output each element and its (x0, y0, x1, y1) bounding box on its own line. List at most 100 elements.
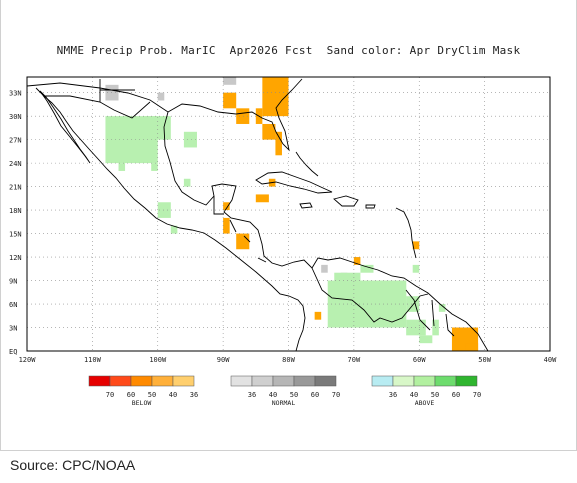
normal-legend-swatch (251, 375, 274, 387)
normal-cell (321, 264, 328, 273)
lon-tick-label: 60W (413, 356, 426, 364)
below-legend-tick: 40 (169, 391, 177, 399)
map-gridlines (27, 77, 550, 351)
above-legend-swatch (434, 375, 457, 387)
normal-legend-tick: 70 (332, 391, 340, 399)
normal-legend-swatch (272, 375, 295, 387)
us-mexico-border (44, 95, 151, 119)
normal-legend-tick: 40 (269, 391, 277, 399)
lesser-antilles (395, 207, 417, 259)
normal-legend-swatch (314, 375, 337, 387)
above-legend-swatch (455, 375, 478, 387)
normal-legend-tick: 36 (248, 391, 256, 399)
below-legend-swatch (109, 375, 132, 387)
lat-tick-label: 9N (9, 278, 17, 286)
map-title: NMME Precip Prob. MarIC Apr2026 Fcst San… (56, 44, 521, 57)
lon-tick-label: 40W (544, 356, 557, 364)
central-america-borders (213, 196, 267, 263)
below-legend-label: BELOW (132, 399, 152, 407)
below-legend-swatch (172, 375, 195, 387)
below-normal-cell (275, 131, 282, 156)
hispaniola (333, 195, 359, 207)
below-normal-cell (262, 77, 289, 117)
normal-legend-label: NORMAL (272, 399, 296, 407)
above-normal-cell (151, 163, 158, 171)
below-legend-tick: 50 (148, 391, 156, 399)
lon-tick-label: 110W (84, 356, 102, 364)
above-legend-tick: 40 (410, 391, 418, 399)
above-normal-cell (438, 304, 446, 312)
below-normal-cell (314, 311, 322, 320)
legend: 70 60 50 40 36 BELOW 36 40 50 60 70 NORMAL 36 40 50 60 7… (88, 375, 481, 407)
source-credit: Source: CPC/NOAA (10, 457, 136, 473)
south-america-borders (311, 267, 455, 337)
normal-legend-tick: 50 (290, 391, 298, 399)
baja-california (39, 90, 91, 164)
lat-tick-label: 30N (9, 113, 22, 121)
lat-tick-label: 33N (9, 90, 22, 98)
lat-tick-label: 21N (9, 184, 22, 192)
lon-tick-label: 100W (149, 356, 167, 364)
lat-tick-label: 24N (9, 160, 22, 168)
lon-tick-label: 80W (282, 356, 295, 364)
below-normal-cell (262, 123, 276, 140)
above-normal-cell (334, 272, 361, 281)
below-normal-cell (223, 217, 230, 234)
jamaica (299, 202, 313, 209)
pacific-coastline (35, 87, 306, 351)
below-normal-cell (412, 241, 420, 250)
caribbean-mainland-coast (163, 111, 489, 351)
above-legend-swatch (392, 375, 415, 387)
normal-legend-swatch (293, 375, 316, 387)
lat-tick-label: 3N (9, 325, 17, 333)
lat-tick-label: EQ (9, 348, 17, 356)
above-legend-tick: 60 (452, 391, 460, 399)
above-legend-swatch (413, 375, 436, 387)
below-normal-cell (465, 343, 479, 351)
above-legend-label: ABOVE (415, 399, 435, 407)
lat-tick-label: 15N (9, 231, 22, 239)
above-normal-cell (360, 264, 374, 273)
below-legend-swatch (151, 375, 174, 387)
above-normal-cell (144, 116, 171, 140)
below-normal-cell (236, 233, 250, 250)
below-legend-tick: 36 (190, 391, 198, 399)
below-legend-tick: 60 (127, 391, 135, 399)
lon-tick-label: 50W (478, 356, 491, 364)
us-gulf-coast (27, 78, 303, 152)
us-canada-border-box (99, 79, 135, 102)
lon-tick-label: 90W (217, 356, 230, 364)
normal-cell (157, 92, 165, 101)
coastlines (27, 78, 489, 351)
above-normal-cell (157, 202, 171, 218)
normal-legend-tick: 60 (311, 391, 319, 399)
lat-tick-label: 27N (9, 137, 22, 145)
above-normal-cell (170, 225, 178, 234)
above-legend-swatch (371, 375, 394, 387)
above-normal-cell (183, 131, 197, 148)
above-legend-tick: 50 (431, 391, 439, 399)
above-normal-cell (419, 335, 433, 344)
normal-cell (223, 77, 237, 85)
lon-tick-label: 120W (19, 356, 37, 364)
lat-tick-label: 18N (9, 207, 22, 215)
above-normal-cell (183, 178, 191, 187)
below-normal-cell (353, 257, 361, 265)
below-normal-cell (236, 108, 250, 124)
below-normal-cell (223, 92, 237, 109)
below-legend-tick: 70 (106, 391, 114, 399)
normal-legend-swatch (230, 375, 253, 387)
below-legend-swatch (88, 375, 111, 387)
lon-tick-label: 70W (348, 356, 361, 364)
map-border (26, 76, 551, 352)
below-normal-cell (255, 194, 269, 203)
below-normal-cell (223, 202, 230, 211)
lat-tick-label: 6N (9, 301, 17, 309)
above-normal-cell (412, 264, 420, 273)
above-legend-tick: 70 (473, 391, 481, 399)
puerto-rico (365, 204, 376, 209)
bahamas (295, 151, 319, 177)
above-legend-tick: 36 (389, 391, 397, 399)
